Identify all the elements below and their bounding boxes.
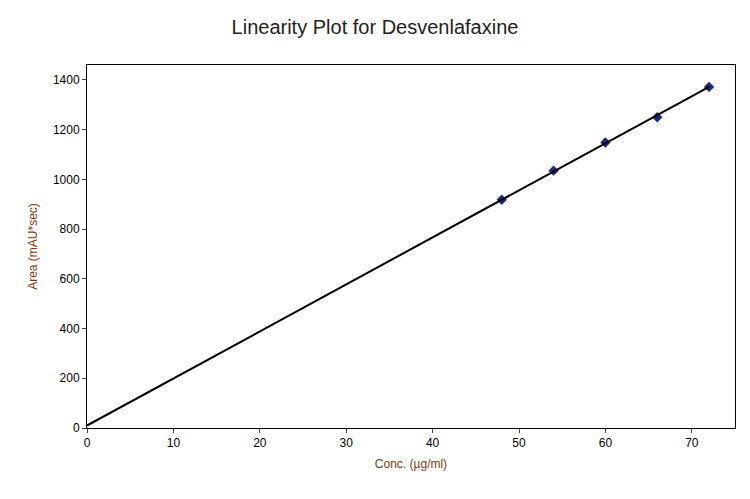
svg-text:1200: 1200 [53,123,80,137]
svg-text:60: 60 [599,436,613,450]
svg-text:20: 20 [253,436,267,450]
svg-text:0: 0 [84,436,91,450]
svg-text:50: 50 [512,436,526,450]
svg-text:1400: 1400 [53,73,80,87]
svg-text:Linearity Plot for Desvenlafax: Linearity Plot for Desvenlafaxine [232,16,519,38]
svg-text:0: 0 [73,421,80,435]
svg-text:Area (mAU*sec): Area (mAU*sec) [26,203,40,290]
svg-text:200: 200 [60,371,80,385]
svg-text:30: 30 [340,436,354,450]
svg-text:400: 400 [60,322,80,336]
svg-text:70: 70 [685,436,699,450]
svg-text:10: 10 [167,436,181,450]
svg-text:600: 600 [60,272,80,286]
svg-text:800: 800 [60,222,80,236]
svg-text:40: 40 [426,436,440,450]
svg-text:Conc. (µg/ml): Conc. (µg/ml) [375,457,447,471]
svg-text:1000: 1000 [53,173,80,187]
